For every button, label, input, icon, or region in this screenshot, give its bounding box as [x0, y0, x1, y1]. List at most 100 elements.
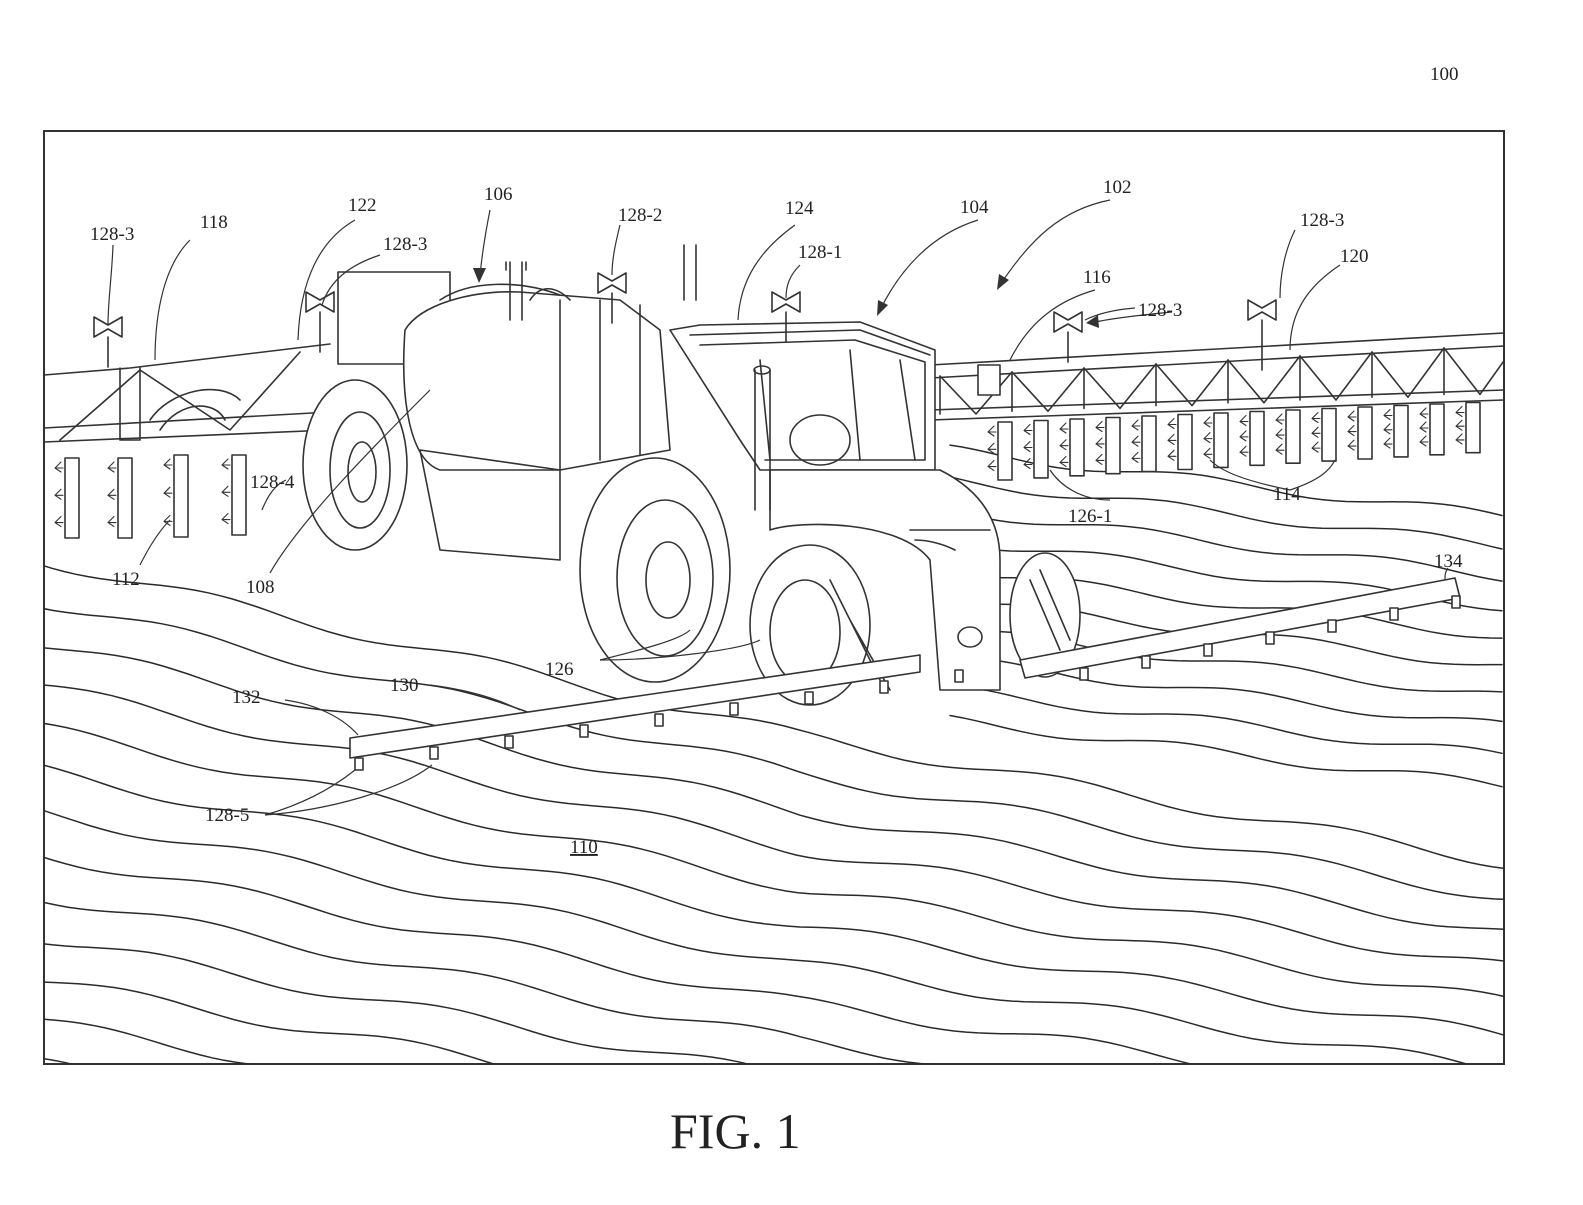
- plant-mark: [1276, 429, 1284, 439]
- nozzle-body: [1358, 407, 1372, 459]
- front-nozzle: [1452, 596, 1460, 608]
- label-126-1: 126-1: [1068, 506, 1112, 527]
- plant-mark: [1096, 454, 1104, 464]
- field-row: [40, 685, 1504, 961]
- field-row: [30, 981, 1506, 1205]
- front-nozzle: [1328, 620, 1336, 632]
- nozzle-body: [1430, 404, 1444, 455]
- nozzle-body: [1070, 419, 1084, 476]
- plant-mark: [55, 462, 63, 472]
- front-nozzle: [1142, 656, 1150, 668]
- field-row: [20, 760, 1508, 1036]
- plant-mark: [1060, 440, 1068, 450]
- label-126: 126: [545, 659, 574, 680]
- truss-segment: [1156, 360, 1228, 406]
- nozzle-body: [998, 422, 1012, 480]
- plant-mark: [1204, 433, 1212, 443]
- plant-mark: [1240, 431, 1248, 441]
- front-nozzle: [1080, 668, 1088, 680]
- label-128-2: 128-2: [618, 205, 662, 226]
- plant-mark: [1204, 417, 1212, 427]
- plant-mark: [1132, 420, 1140, 430]
- plant-mark: [1420, 422, 1428, 432]
- plant-mark: [1456, 407, 1464, 417]
- plant-mark: [1168, 434, 1176, 444]
- plant-mark: [1312, 413, 1320, 423]
- plant-mark: [1024, 425, 1032, 435]
- nozzle-body: [1466, 403, 1480, 453]
- plant-mark: [1096, 438, 1104, 448]
- nozzle-body: [1286, 410, 1300, 463]
- nozzle-body: [1106, 418, 1120, 474]
- plant-mark: [988, 461, 996, 471]
- plant-mark: [1384, 424, 1392, 434]
- plant-mark: [1348, 426, 1356, 436]
- field-row: [950, 685, 1502, 753]
- plant-mark: [1456, 434, 1464, 444]
- plant-mark: [1168, 419, 1176, 429]
- nozzle-body: [174, 455, 188, 537]
- plant-mark: [1168, 450, 1176, 460]
- label-118: 118: [200, 212, 228, 233]
- front-nozzle: [355, 758, 363, 770]
- field-row: [950, 716, 1502, 787]
- label-102: 102: [1103, 177, 1132, 198]
- plant-mark: [1204, 448, 1212, 458]
- field-row: [30, 853, 1506, 1112]
- truss-segment: [1228, 356, 1300, 403]
- sensor-icon: [306, 292, 334, 312]
- label-128-3-boom: 128-3: [1138, 300, 1182, 321]
- sensor-icon: [1248, 300, 1276, 320]
- field-row: [950, 477, 1502, 549]
- plant-mark: [1024, 459, 1032, 469]
- plant-mark: [108, 489, 116, 499]
- label-124: 124: [785, 198, 814, 219]
- plant-mark: [55, 517, 63, 527]
- plant-mark: [1384, 438, 1392, 448]
- label-122: 122: [348, 195, 377, 216]
- front-nozzle: [730, 703, 738, 715]
- plant-mark: [1276, 414, 1284, 424]
- sensor-icon: [1054, 312, 1082, 332]
- plant-mark: [1060, 456, 1068, 466]
- front-nozzle: [880, 681, 888, 693]
- label-134: 134: [1434, 551, 1463, 572]
- nozzle-body: [65, 458, 79, 538]
- front-boom: [350, 578, 1460, 770]
- front-nozzle: [1390, 608, 1398, 620]
- left-boom: [44, 344, 330, 538]
- nozzle-body: [1322, 409, 1336, 462]
- sensor-icon: [598, 273, 626, 293]
- front-nozzle: [580, 725, 588, 737]
- plant-mark: [1132, 452, 1140, 462]
- front-nozzle: [505, 736, 513, 748]
- plant-mark: [1060, 423, 1068, 433]
- plant-mark: [164, 459, 172, 469]
- plant-mark: [1276, 444, 1284, 454]
- label-128-5: 128-5: [205, 805, 249, 826]
- plant-mark: [1096, 422, 1104, 432]
- field-row: [40, 1194, 1504, 1205]
- plant-mark: [1420, 408, 1428, 418]
- plant-mark: [164, 515, 172, 525]
- label-132: 132: [232, 687, 261, 708]
- label-128-1: 128-1: [798, 242, 842, 263]
- front-nozzle: [1204, 644, 1212, 656]
- label-128-3-mid: 128-3: [383, 234, 427, 255]
- field-label: 110: [570, 837, 598, 858]
- plant-mark: [108, 517, 116, 527]
- nozzle-body: [1250, 412, 1264, 466]
- field-row: [30, 722, 1506, 997]
- truss-segment: [1300, 352, 1372, 400]
- plant-mark: [1312, 442, 1320, 452]
- front-nozzle: [955, 670, 963, 682]
- front-nozzle: [430, 747, 438, 759]
- label-120: 120: [1340, 246, 1369, 267]
- truss-segment: [1444, 344, 1516, 394]
- label-106: 106: [484, 184, 513, 205]
- front-nozzle: [805, 692, 813, 704]
- label-130: 130: [390, 675, 419, 696]
- nozzle-body: [232, 455, 246, 535]
- nozzle-body: [1214, 413, 1228, 467]
- nozzle-body: [118, 458, 132, 538]
